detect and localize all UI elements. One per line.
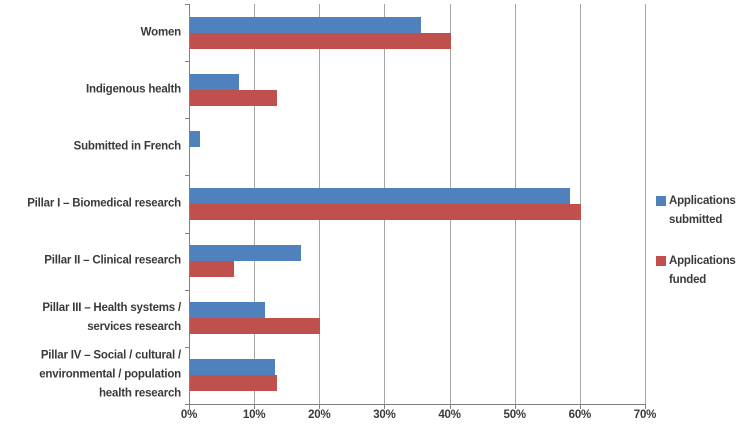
value-axis-tick <box>319 404 321 409</box>
category-axis-tick <box>185 61 189 63</box>
legend-item-applications-submitted: Applications submitted <box>656 192 751 230</box>
bar-applications-funded-pillar-i-biomedical-research <box>190 204 581 220</box>
value-axis-label-30: 30% <box>373 409 396 421</box>
gridline-70% <box>645 4 646 404</box>
value-axis-label-40: 40% <box>438 409 461 421</box>
category-axis-tick <box>185 404 189 405</box>
bar-applications-submitted-women <box>190 16 422 33</box>
category-label-women: Women <box>140 26 182 39</box>
category-label-pillar-ii-clinical-research: Pillar II – Clinical research <box>44 254 181 267</box>
category-label-indigenous-health: Indigenous health <box>86 83 181 96</box>
legend-swatch-applications-funded <box>656 256 666 266</box>
value-axis-label-10: 10% <box>242 409 266 421</box>
value-axis-label-0: 0% <box>180 409 198 421</box>
value-axis-tick <box>254 404 256 409</box>
value-axis-label-60: 60% <box>568 409 592 421</box>
value-axis-tick <box>645 404 646 409</box>
bar-applications-funded-women <box>190 32 451 49</box>
category-label-submitted-in-french: Submitted in French <box>73 140 182 153</box>
bar-applications-submitted-pillar-ii-clinical-research <box>190 245 301 262</box>
category-label-pillar-iii-health-systems-services-resea: Pillar III – Health systems / services r… <box>42 302 181 334</box>
bar-applications-submitted-indigenous-health <box>190 73 239 90</box>
bar-applications-funded-indigenous-health <box>190 89 277 106</box>
bar-applications-funded-pillar-iv-social-cultural-environmental- <box>190 375 278 392</box>
value-axis-tick <box>514 404 516 409</box>
value-axis-tick <box>189 404 190 409</box>
category-label-pillar-iv-social-cultural-environmental-: Pillar IV – Social / cultural / environm… <box>39 349 181 400</box>
legend-label-applications-funded: Applications funded <box>669 255 736 286</box>
category-axis-tick <box>185 289 189 291</box>
bar-applications-funded-pillar-ii-clinical-research <box>190 261 234 278</box>
value-axis-label-50: 50% <box>503 409 526 421</box>
category-label-pillar-i-biomedical-research: Pillar I – Biomedical research <box>27 197 181 210</box>
bar-applications-funded-pillar-iii-health-systems-services-resea <box>190 318 321 335</box>
value-axis-tick <box>449 404 451 409</box>
legend-item-applications-funded: Applications funded <box>656 252 751 290</box>
legend-swatch-applications-submitted <box>656 196 666 206</box>
category-axis-tick <box>185 175 189 177</box>
bar-applications-submitted-pillar-iv-social-cultural-environmental- <box>190 359 275 376</box>
category-axis-tick <box>185 232 189 234</box>
legend: Applications submitted Applications funde… <box>656 192 751 312</box>
value-axis-label-70: 70% <box>633 409 657 421</box>
bar-applications-submitted-submitted-in-french <box>190 130 200 147</box>
value-axis-tick <box>384 404 386 409</box>
category-axis-tick <box>185 346 189 348</box>
value-axis-tick <box>579 404 581 409</box>
bar-applications-submitted-pillar-i-biomedical-research <box>190 188 570 204</box>
value-axis-line <box>189 404 646 405</box>
bar-applications-submitted-pillar-iii-health-systems-services-resea <box>190 302 265 319</box>
legend-label-applications-submitted: Applications submitted <box>669 195 736 226</box>
category-axis-line <box>189 4 190 405</box>
category-axis-tick <box>185 118 189 120</box>
category-axis-tick <box>185 4 189 5</box>
value-axis-label-20: 20% <box>308 409 331 421</box>
